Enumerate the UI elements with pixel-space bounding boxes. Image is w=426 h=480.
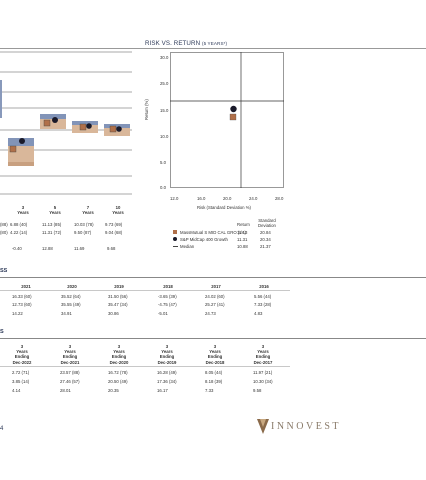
period-row-2: (80) 4.22 (14) 11.31 (72) 9.50 (87) 9.04… (0, 230, 123, 235)
cal-r2-c3: 35.47 (34) (108, 302, 128, 307)
roll-r3-c4: 16.17 (157, 388, 168, 393)
legend-row-median: Median 10.88 21.37 (173, 244, 283, 250)
period-col-10: 10 Years (112, 205, 124, 215)
innovest-logo: INNOVEST (257, 418, 377, 438)
period-row-1: (88) 6.88 (40) 11.13 (85) 10.03 (78) 9.7… (0, 222, 123, 227)
cal-year-2019: 2019 (114, 284, 124, 289)
cal-year-2017: 2017 (211, 284, 221, 289)
legend-row-fund: MassMutual S MID CAL GRO (I/A) 11.13 20.… (173, 230, 283, 236)
roll-r2-c4: 17.36 (34) (157, 379, 177, 384)
title-rule (0, 48, 426, 49)
cal-year-2021: 2021 (21, 284, 31, 289)
legend-row-benchmark: S&P MidCap 400 Growth 11.31 20.34 (173, 237, 283, 243)
fund-marker (229, 113, 237, 121)
x-tick-20: 20.0 (223, 196, 232, 201)
cal-r3-c6: 4.83 (254, 311, 263, 316)
cal-year-2016: 2016 (259, 284, 269, 289)
cal-year-2020: 2020 (67, 284, 77, 289)
benchmark-marker (230, 105, 237, 113)
y-tick-30: 30.0 (160, 55, 169, 60)
y-tick-15: 15.0 (160, 108, 169, 113)
y-tick-0: 0.0 (160, 185, 166, 190)
roll-r1-c4: 16.28 (49) (157, 370, 177, 375)
logo-v-icon (257, 419, 269, 434)
legend-square-icon (173, 230, 177, 234)
cal-r3-c2: 34.91 (61, 311, 72, 316)
cal-r2-c4: -4.75 (47) (158, 302, 177, 307)
range-bar-3yr (8, 138, 34, 166)
roll-r1-c3: 16.72 (78) (108, 370, 128, 375)
roll-r1-c2: 23.57 (88) (60, 370, 80, 375)
legend-header-return: Return (237, 222, 250, 227)
x-tick-12: 12.0 (170, 196, 179, 201)
roll-r1-c6: 11.97 (21) (253, 370, 273, 375)
y-axis-title: Return (%) (144, 99, 149, 120)
risk-return-plot (170, 52, 284, 188)
roll-r1-c5: 8.05 (44) (205, 370, 223, 375)
roll-head-3: 3 Years Ending Dec-2020 (109, 344, 129, 365)
page-number: 4 (0, 426, 4, 432)
rolling-section-label: S (0, 329, 4, 335)
y-tick-25: 25.0 (160, 81, 169, 86)
roll-r2-c2: 27.46 (57) (60, 379, 80, 384)
range-bar-10yr (104, 124, 130, 136)
cal-r1-c2: 35.52 (64) (61, 294, 81, 299)
cal-r1-c3: 31.50 (56) (108, 294, 128, 299)
cal-r3-c5: 24.73 (205, 311, 216, 316)
period-col-5: 5 Years (49, 205, 61, 215)
legend-header-std: Standard Deviation (258, 218, 276, 228)
range-bar-5yr (40, 114, 66, 129)
roll-r2-c3: 20.50 (49) (108, 379, 128, 384)
logo-text: INNOVEST (271, 421, 341, 432)
roll-r3-c5: 7.33 (205, 388, 214, 393)
period-chart-plot (0, 51, 132, 195)
calendar-rule (0, 277, 426, 278)
cal-r3-c1: 14.22 (12, 311, 23, 316)
cal-r2-c2: 35.55 (49) (61, 302, 81, 307)
cal-r3-c4: -5.01 (158, 311, 168, 316)
period-col-3: 3 Years (17, 205, 29, 215)
cal-r1-c4: -3.65 (39) (158, 294, 177, 299)
roll-r2-c5: 8.18 (39) (205, 379, 223, 384)
cal-r1-c1: 16.33 (60) (12, 294, 32, 299)
legend-line-icon (173, 246, 178, 247)
range-bar-7yr (72, 121, 98, 133)
roll-head-5: 3 Years Ending Dec-2018 (205, 344, 225, 365)
roll-r3-c6: 9.58 (253, 388, 262, 393)
period-col-7: 7 Years (82, 205, 94, 215)
roll-r2-c1: 3.85 (14) (12, 379, 30, 384)
y-tick-5: 5.0 (160, 160, 166, 165)
cal-r2-c5: 25.27 (41) (205, 302, 225, 307)
cal-r2-c1: 12.73 (60) (12, 302, 32, 307)
cal-r1-c5: 24.02 (60) (205, 294, 225, 299)
calendar-header-rule (0, 290, 290, 291)
roll-head-4: 3 Years Ending Dec-2019 (157, 344, 177, 365)
cal-r1-c6: 5.56 (44) (254, 294, 272, 299)
roll-r2-c6: 10.30 (34) (253, 379, 273, 384)
x-axis-title: Risk (Standard Deviation %) (197, 205, 251, 210)
risk-return-title: RISK VS. RETURN (5 YEARS*) (145, 40, 228, 47)
calendar-section-label: SS (0, 268, 8, 274)
roll-r3-c2: 28.01 (60, 388, 71, 393)
roll-r3-c3: 20.35 (108, 388, 119, 393)
rolling-header-rule (0, 366, 290, 367)
cal-r3-c3: 30.86 (108, 311, 119, 316)
cal-r2-c6: 7.33 (28) (254, 302, 272, 307)
x-tick-28: 28.0 (275, 196, 284, 201)
roll-head-6: 3 Years Ending Dec-2017 (253, 344, 273, 365)
x-tick-24: 24.0 (249, 196, 258, 201)
x-tick-16: 16.0 (197, 196, 206, 201)
cal-year-2018: 2018 (163, 284, 173, 289)
roll-r3-c1: 4.14 (12, 388, 21, 393)
roll-head-1: 3 Years Ending Dec-2022 (12, 344, 32, 365)
legend-circle-icon (173, 237, 177, 241)
roll-r1-c1: 2.72 (71) (12, 370, 30, 375)
roll-head-2: 3 Years Ending Dec-2021 (60, 344, 80, 365)
y-tick-10: 10.0 (160, 134, 169, 139)
range-bar-partial (0, 80, 2, 118)
rolling-rule (0, 338, 426, 339)
